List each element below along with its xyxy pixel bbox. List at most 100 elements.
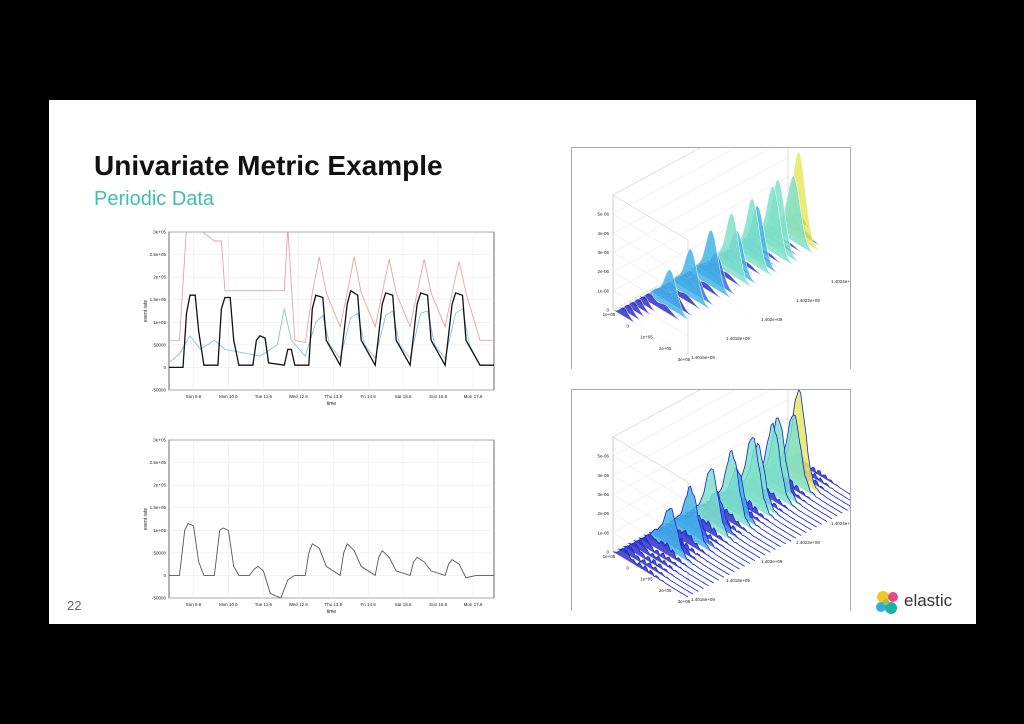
x-axis-label: time	[327, 401, 337, 407]
surface-plot-bottom: 5e-06 4e-06 3e-06 2e-06 1e-06 0 1e+05 0 1e+05 2e+…	[571, 341, 890, 611]
y-tick-label: 1.4022e+09	[796, 298, 820, 303]
surface-grid	[612, 380, 789, 476]
surface-strip	[705, 212, 781, 305]
x-tick-label: Mon 10.6	[219, 602, 238, 607]
surface-grid	[612, 455, 689, 502]
page-number: 22	[67, 598, 82, 613]
series-line	[169, 522, 494, 598]
x-tick-label: 0	[626, 565, 629, 570]
surface-grid	[612, 290, 689, 337]
x-tick-label: Wed 12.6	[289, 602, 309, 607]
surface-overlay-line	[612, 547, 689, 598]
y-tick-label: 1.402e+09	[761, 559, 783, 564]
x-tick-label: Sat 15.6	[395, 394, 412, 399]
y-tick-label: -50000	[152, 388, 167, 393]
z-tick-label: 2e-06	[597, 269, 609, 274]
surface-overlay-line	[684, 468, 761, 559]
surface-grid	[612, 475, 689, 521]
y-tick-label: 1.4024e+09	[831, 521, 851, 526]
series-line	[169, 289, 494, 369]
surface-strip	[612, 307, 689, 356]
x-tick-label: Tue 11.6	[255, 602, 273, 607]
slide-subtitle: Periodic Data	[94, 188, 215, 210]
surface-grid	[612, 138, 789, 234]
y-tick-label: 3e+05	[153, 438, 166, 443]
surface-overlay-line	[633, 536, 709, 587]
series-line	[169, 232, 494, 344]
z-tick-label: 3e-06	[597, 492, 609, 497]
surface-overlay-line	[638, 533, 714, 584]
surface-overlay-line	[628, 539, 704, 589]
elastic-logo-text: elastic	[904, 591, 953, 610]
x-tick-label: 0	[626, 323, 629, 328]
z-tick-label: 2e-06	[597, 511, 609, 516]
x-tick-label: Thu 13.6	[324, 602, 342, 607]
y-tick-label: 1.4016e+09	[691, 355, 715, 360]
x-tick-label: Fri 14.6	[361, 394, 377, 399]
y-tick-label: 2e+05	[153, 275, 166, 280]
y-tick-label: 1.4018e+09	[726, 578, 750, 583]
z-tick-label: 1e-06	[597, 530, 609, 535]
surface-grid	[612, 399, 789, 495]
x-tick-label: 3e+05	[678, 357, 691, 362]
x-tick-label: Mon 10.6	[219, 394, 238, 399]
x-tick-label: Sun 16.6	[429, 394, 448, 399]
line-chart-top: 3e+05 2.5e+05 2e+05 1.5e+05 1e+05 50000 0 -5000…	[137, 227, 497, 407]
slide: Univariate Metric Example Periodic Data …	[49, 100, 976, 624]
x-tick-label: Sun 9.6	[186, 602, 202, 607]
z-tick-label: 3e-06	[597, 250, 609, 255]
surface-grid	[612, 157, 789, 253]
y-axis-label: event rate	[143, 508, 149, 530]
y-tick-label: -50000	[152, 596, 167, 601]
y-tick-label: 2.5e+05	[150, 252, 167, 257]
x-tick-label: 1e+05	[640, 577, 653, 582]
y-tick-label: 1.5e+05	[150, 297, 167, 302]
y-tick-label: 50000	[153, 342, 166, 347]
surface-overlay-line	[664, 485, 740, 570]
surface-strip	[664, 248, 740, 328]
x-tick-label: 1e+05	[640, 335, 653, 340]
x-tick-label: 2e+05	[659, 588, 672, 593]
surface-overlay-line	[643, 507, 720, 581]
x-tick-label: Mon 17.6	[464, 602, 483, 607]
x-tick-label: 3e+05	[678, 599, 691, 604]
x-tick-label: Mon 17.6	[464, 394, 483, 399]
surface-strip	[638, 292, 714, 342]
z-tick-label: 0	[606, 550, 609, 555]
y-tick-label: 0	[163, 573, 166, 578]
y-tick-label: 1.4022e+09	[796, 540, 820, 545]
y-tick-label: 50000	[153, 550, 166, 555]
surface-strip	[628, 298, 704, 347]
x-tick-label: Sat 15.6	[395, 602, 412, 607]
surface-overlay-line	[623, 542, 699, 592]
line-chart-bottom: 3e+05 2.5e+05 2e+05 1.5e+05 1e+05 50000 0 -5000…	[137, 435, 497, 615]
x-tick-label: Sun 9.6	[186, 394, 202, 399]
elastic-logo-icon	[876, 591, 898, 614]
surface-grid	[612, 233, 689, 279]
surface-grid	[612, 418, 789, 514]
x-tick-label: Tue 11.6	[255, 394, 273, 399]
y-tick-label: 1.402e+09	[761, 317, 783, 322]
plot-area	[168, 231, 495, 391]
z-tick-label: 4e-06	[597, 231, 609, 236]
x-tick-label: Fri 14.6	[361, 602, 377, 607]
x-tick-label: Sun 16.6	[429, 602, 448, 607]
x-tick-label: 2e+05	[659, 346, 672, 351]
y-tick-label: 1.4018e+09	[726, 336, 750, 341]
y-axis-label: event rate	[143, 300, 149, 322]
slide-title: Univariate Metric Example	[94, 150, 443, 181]
surface-grid	[612, 176, 789, 272]
x-tick-label: 1e+05	[603, 554, 616, 559]
z-tick-label: 5e-06	[597, 454, 609, 459]
y-tick-label: 1e+05	[153, 528, 166, 533]
y-tick-label: 2.5e+05	[150, 460, 167, 465]
x-tick-label: Wed 12.6	[289, 394, 309, 399]
y-tick-label: 1.4016e+09	[691, 597, 715, 602]
series-line	[169, 307, 494, 366]
y-tick-label: 1.4024e+09	[831, 279, 851, 284]
surface-strip	[643, 269, 720, 339]
elastic-logo: elastic	[874, 588, 964, 618]
y-tick-label: 3e+05	[153, 230, 166, 235]
z-tick-label: 4e-06	[597, 473, 609, 478]
x-tick-label: 1e+05	[603, 312, 616, 317]
